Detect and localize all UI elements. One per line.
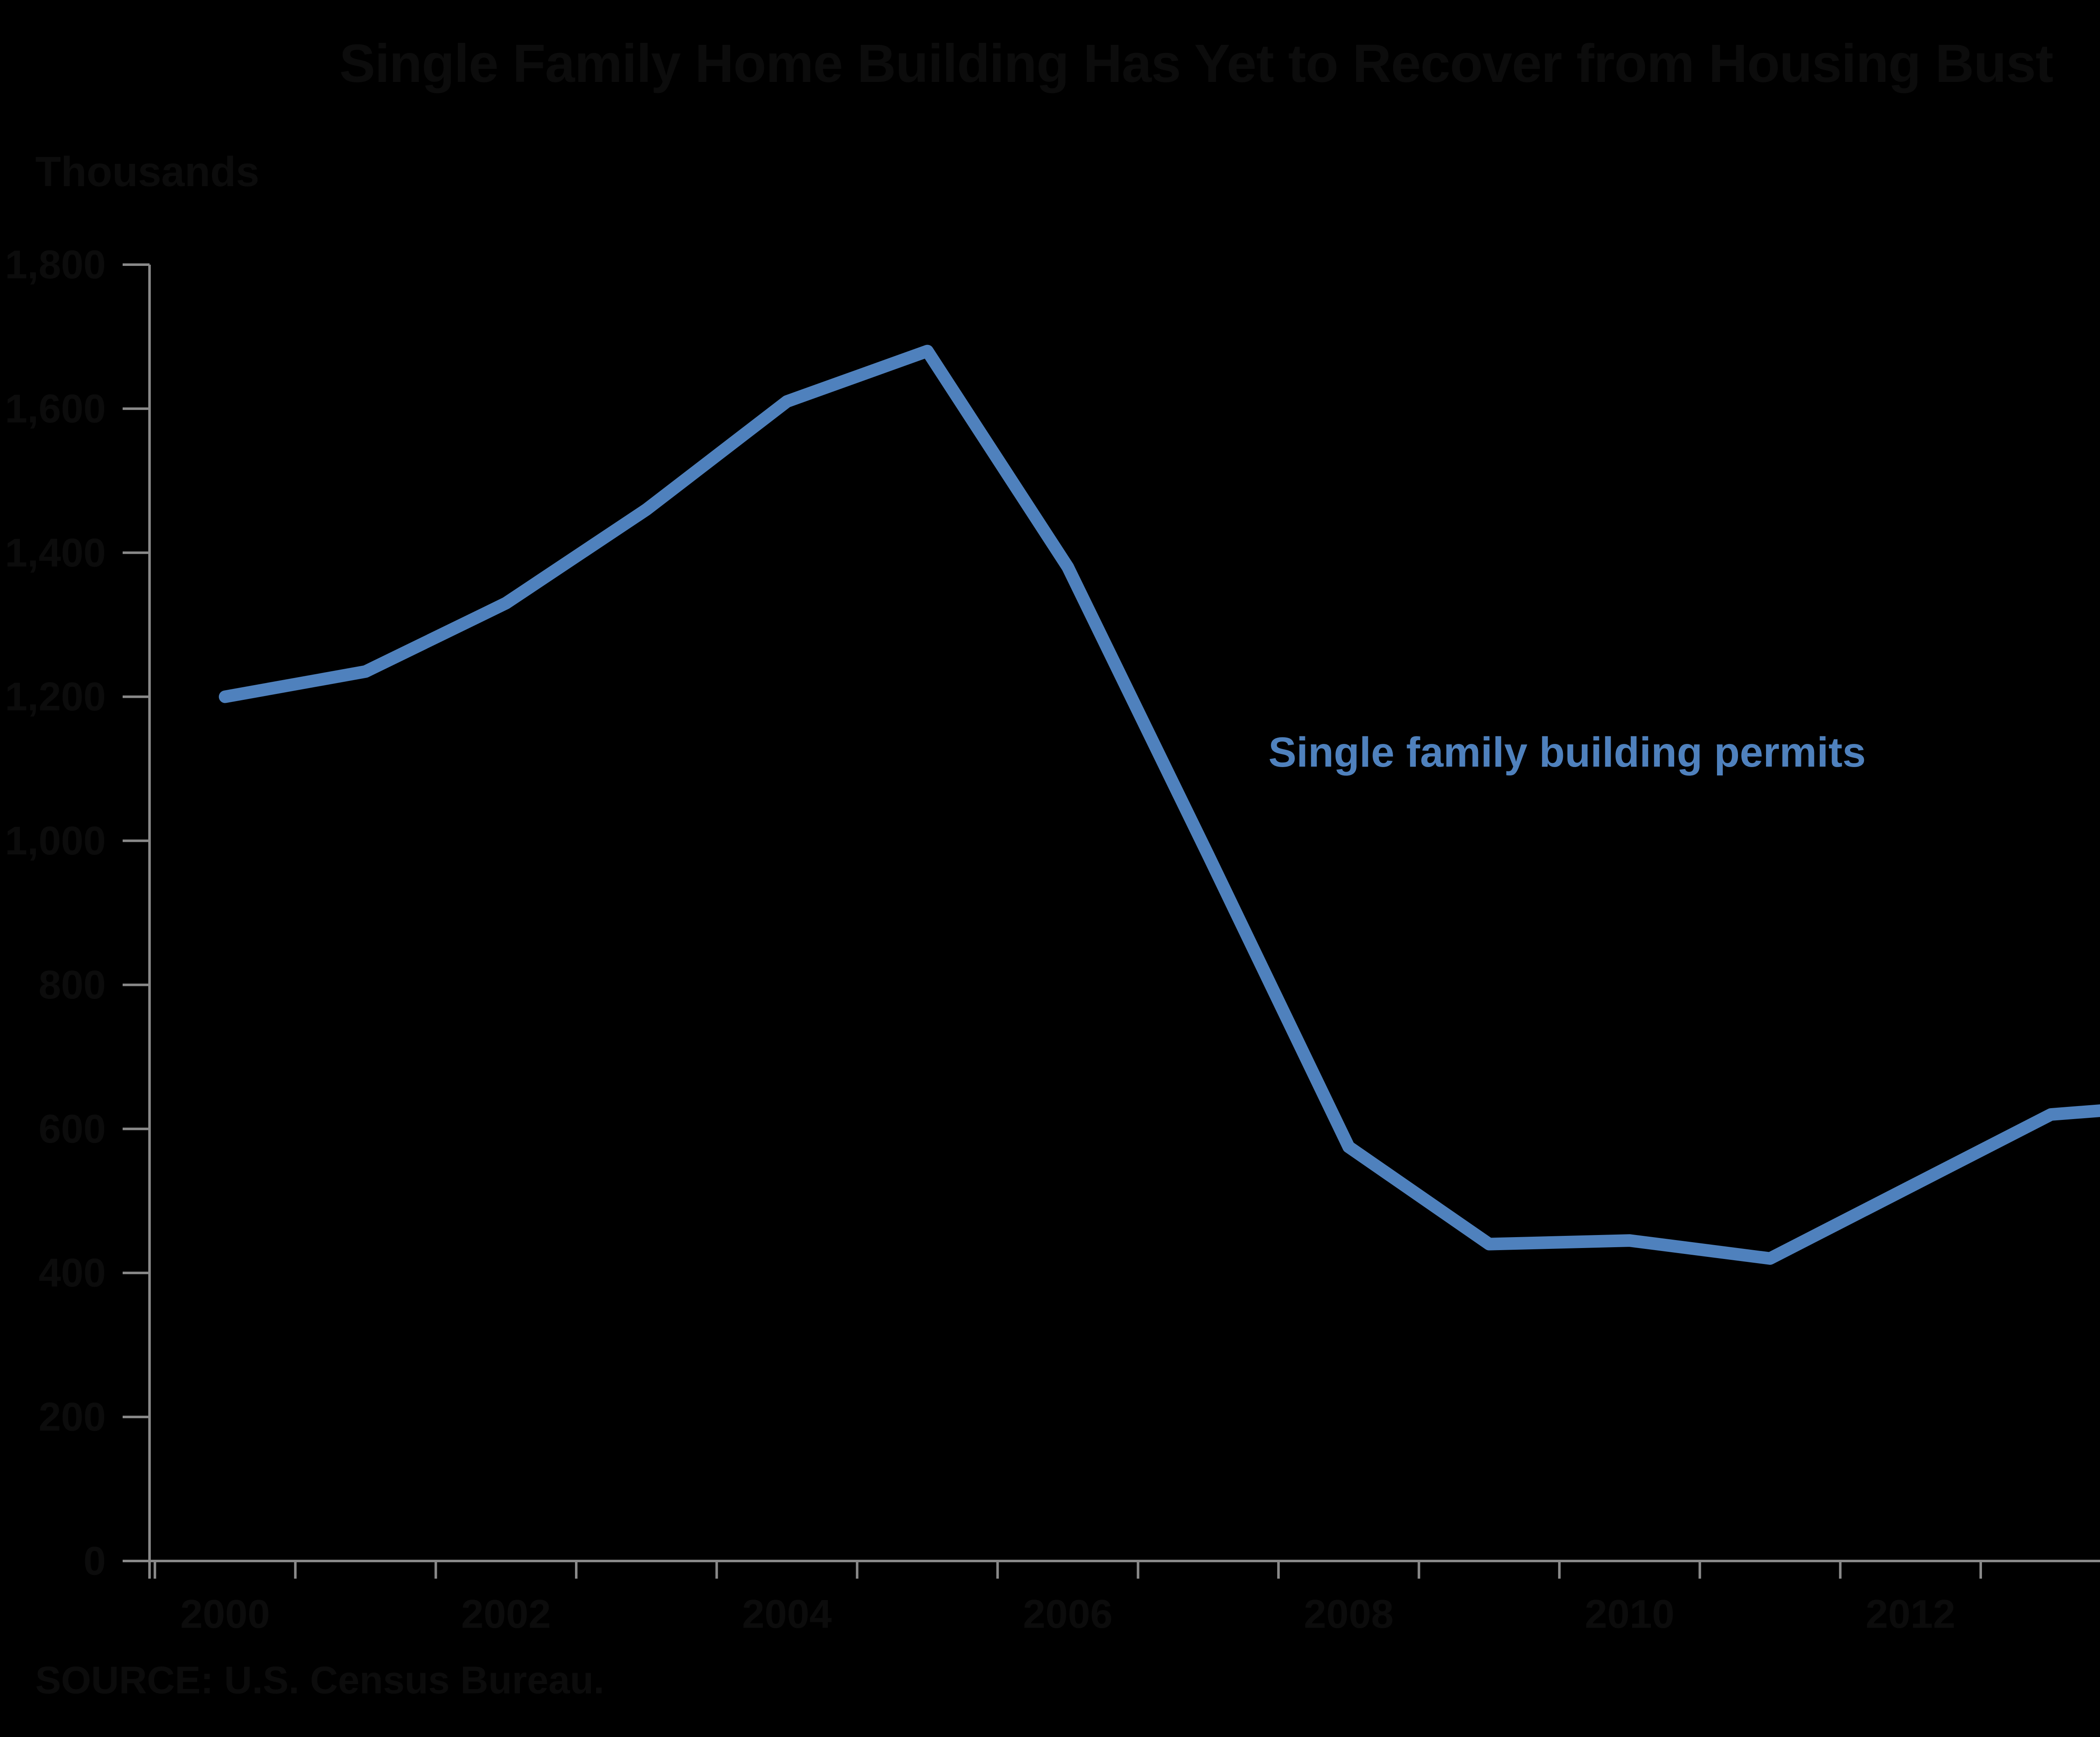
source-note: SOURCE: U.S. Census Bureau. xyxy=(35,1659,604,1702)
y-tick-label: 1,600 xyxy=(5,386,106,431)
x-tick-label: 2000 xyxy=(180,1592,270,1637)
x-tick-label: 2002 xyxy=(461,1592,551,1637)
x-tick-label: 2010 xyxy=(1585,1592,1675,1637)
chart-title: Single Family Home Building Has Yet to R… xyxy=(339,34,2053,94)
x-tick-label: 2004 xyxy=(742,1592,832,1637)
y-tick-label: 1,800 xyxy=(5,242,106,287)
y-tick-label: 0 xyxy=(84,1539,106,1584)
x-tick-label: 2012 xyxy=(1866,1592,1956,1637)
y-tick-label: 400 xyxy=(39,1251,106,1296)
x-tick-label: 2008 xyxy=(1304,1592,1394,1637)
x-tick-label: 2006 xyxy=(1023,1592,1113,1637)
series-label: Single family building permits xyxy=(1268,729,1866,776)
y-tick-label: 200 xyxy=(39,1395,106,1440)
y-tick-label: 600 xyxy=(39,1106,106,1151)
data-line-single-family-permits xyxy=(219,344,2100,1265)
y-axis-title: Thousands xyxy=(35,148,260,195)
y-tick-label: 1,200 xyxy=(5,674,106,719)
y-tick-label: 1,000 xyxy=(5,818,106,863)
y-tick-label: 1,400 xyxy=(5,530,106,575)
y-tick-label: 800 xyxy=(39,962,106,1007)
